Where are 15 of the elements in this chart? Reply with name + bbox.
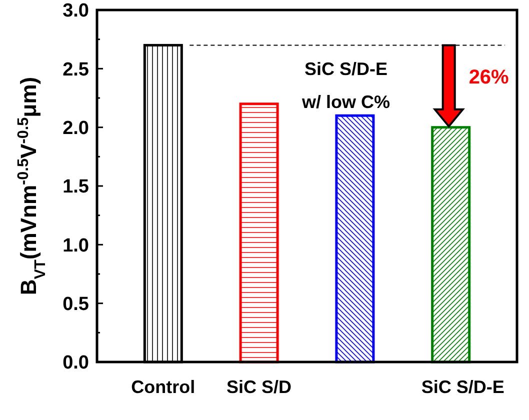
x-tick-label: Control [131, 377, 196, 397]
text: 2.0 [62, 118, 89, 139]
annotation: SiC S/D-E [304, 59, 388, 79]
y-tick-label: 2.5 [62, 59, 90, 80]
y-tick-label: 0.5 [62, 294, 90, 315]
x-tick-label: SiC S/D-E [421, 377, 504, 397]
annotation: 26% [468, 66, 510, 88]
bar [239, 102, 279, 364]
annotation: w/ low C% [300, 92, 390, 112]
bar [335, 114, 375, 364]
text: 0.0 [62, 352, 89, 374]
y-tick-label: 1.5 [62, 176, 90, 198]
x-tick-label: SiC S/D [226, 377, 292, 397]
text: 1.0 [62, 235, 89, 256]
text: 3.0 [62, 0, 89, 22]
